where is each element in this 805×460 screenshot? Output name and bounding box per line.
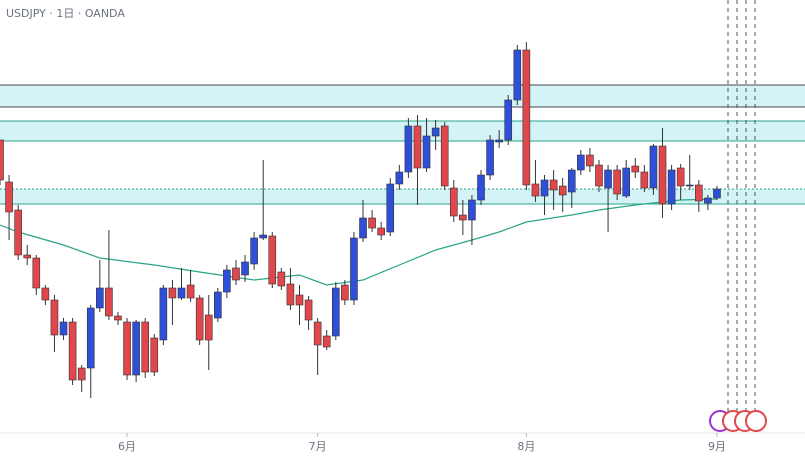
candle-body	[459, 214, 467, 221]
candle-body	[422, 135, 431, 169]
candle-body	[59, 321, 68, 336]
candle-body	[313, 321, 322, 346]
candle-body	[667, 169, 676, 205]
candle-body	[468, 199, 476, 221]
x-tick-label: 8月	[517, 440, 535, 453]
candle-body	[77, 367, 86, 381]
candle-body	[277, 271, 286, 287]
candle-body	[286, 283, 295, 306]
candle-body	[14, 209, 22, 256]
candle-body	[685, 184, 694, 187]
zone	[0, 121, 805, 141]
candle-body	[123, 321, 131, 376]
candle-body	[304, 299, 313, 321]
candle-body	[549, 179, 558, 191]
x-tick-label: 7月	[309, 440, 327, 453]
candle-body	[522, 49, 531, 186]
event-flags	[709, 410, 767, 432]
candle-body	[232, 267, 240, 281]
candle-body	[250, 237, 258, 265]
candle-body	[350, 237, 358, 301]
candle-body	[695, 184, 703, 202]
future-markers	[727, 0, 756, 432]
candle-body	[168, 287, 177, 299]
candle-body	[96, 287, 104, 309]
candle-body	[132, 321, 140, 376]
candle-body	[177, 287, 186, 299]
candle-body	[377, 227, 385, 236]
zone	[0, 85, 805, 107]
candle-body	[395, 171, 404, 185]
candle-body	[368, 217, 376, 229]
candle-body	[322, 335, 331, 348]
candle-body	[114, 315, 122, 321]
candle-body	[413, 125, 422, 169]
candle-body	[513, 49, 522, 101]
candle-body	[640, 171, 649, 189]
candle-body	[259, 234, 267, 239]
candle-body	[223, 269, 231, 293]
candle-body	[150, 337, 159, 373]
x-tick-label: 9月	[708, 440, 726, 453]
candle-body	[440, 125, 449, 187]
candle-body	[331, 287, 340, 337]
candle-body	[486, 139, 494, 176]
candle-body	[713, 188, 721, 199]
candle-body	[704, 197, 712, 204]
candle-body	[386, 183, 395, 233]
candle-body	[449, 187, 458, 217]
candle-body	[676, 167, 685, 187]
candle-body	[0, 139, 4, 181]
candle-body	[586, 154, 594, 167]
candle-body	[23, 254, 32, 259]
candle-body	[41, 287, 50, 301]
candle-body	[186, 284, 195, 299]
candle-body	[295, 294, 304, 306]
candle-body	[577, 154, 585, 171]
candle-body	[477, 174, 485, 201]
candle-body	[404, 125, 413, 173]
candle-body	[558, 185, 567, 196]
candle-body	[504, 99, 513, 141]
candle-body	[341, 284, 349, 301]
candle-body	[658, 145, 667, 205]
candle-body	[595, 164, 603, 187]
candle-body	[359, 217, 367, 239]
candle-body	[622, 167, 631, 197]
candle-body	[105, 287, 113, 317]
flag-icon	[745, 410, 767, 432]
candle-body	[613, 169, 621, 195]
x-tick-label: 6月	[118, 440, 136, 453]
candle-body	[540, 179, 549, 197]
candle-body	[268, 235, 277, 285]
candle-body	[631, 165, 640, 173]
candle-body	[204, 314, 213, 341]
candle-body	[495, 139, 503, 143]
candle-body	[141, 321, 150, 373]
zone	[0, 189, 805, 204]
candle-body	[531, 183, 540, 197]
candle-body	[567, 169, 576, 193]
chart-title: USDJPY · 1日 · OANDA	[6, 7, 125, 20]
candle-body	[159, 287, 168, 341]
candle-body	[214, 291, 222, 319]
candle-body	[195, 297, 204, 341]
candle-body	[68, 321, 77, 381]
candle-body	[32, 257, 41, 289]
candle-body	[431, 127, 440, 137]
candle-body	[5, 181, 13, 213]
candle-body	[86, 307, 95, 369]
candle-body	[649, 145, 658, 189]
candle-body	[241, 261, 249, 276]
candle-body	[604, 169, 612, 189]
candle-body	[50, 299, 59, 336]
